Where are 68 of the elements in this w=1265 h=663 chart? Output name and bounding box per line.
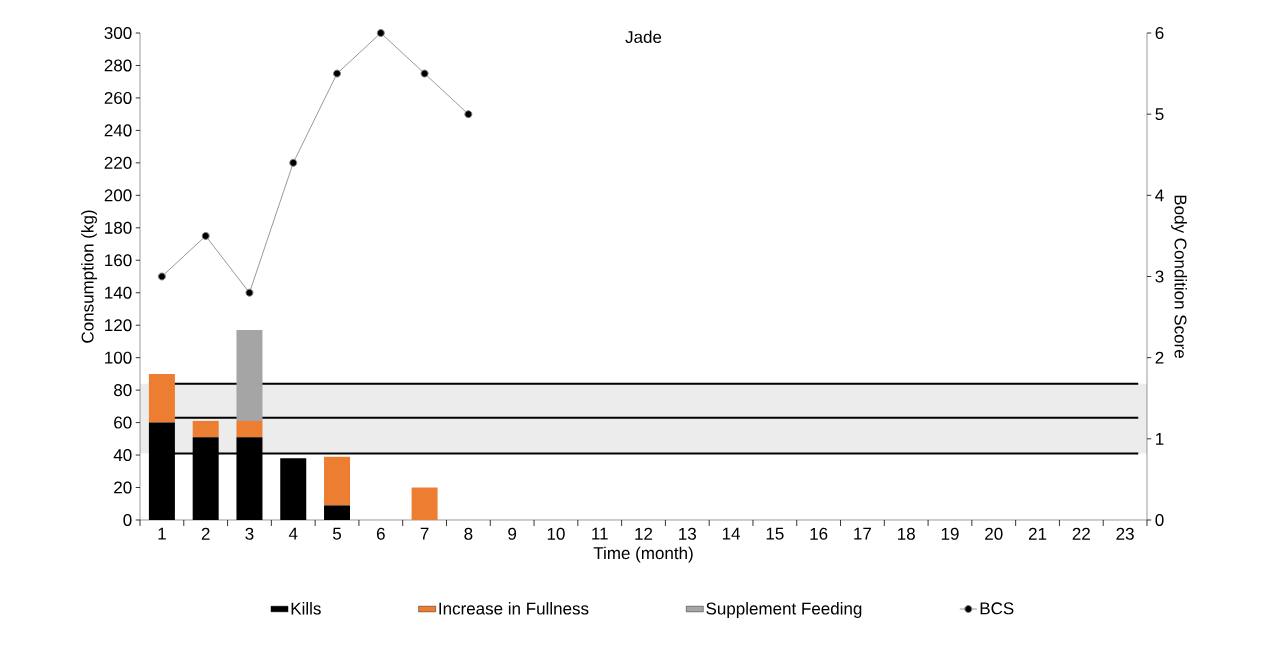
x-tick-label: 1 [158, 527, 166, 540]
y-tick-label: 20 [114, 481, 132, 494]
x-tick-label: 16 [810, 527, 828, 540]
x-tick-label: 18 [898, 527, 915, 540]
x-tick-label: 20 [985, 527, 1003, 540]
y-tick-label: 200 [104, 189, 132, 202]
point [376, 28, 385, 37]
y-tick-label: 60 [114, 416, 132, 429]
bar [192, 420, 219, 438]
y-tick-label: 40 [113, 449, 132, 462]
x-tick-label: 8 [464, 527, 473, 540]
legend-label: Increase in Fullness [439, 602, 589, 615]
x-tick-label: 5 [332, 527, 342, 540]
point [420, 69, 429, 78]
y-tick-label: 120 [105, 319, 132, 332]
point [157, 272, 166, 281]
y2-tick-label: 6 [1155, 26, 1164, 40]
legend-label: BCS [980, 602, 1014, 615]
x-tick-label: 2 [201, 527, 210, 540]
y2-axis-title: Body Condition Score [1171, 195, 1187, 358]
y-axis-title: Consumption (kg) [81, 210, 97, 343]
y-tick-label: 100 [105, 351, 132, 364]
legend-label: Supplement Feeding [706, 602, 862, 618]
y2-tick-label: 0 [1155, 513, 1164, 527]
point [333, 69, 342, 78]
y2-tick-label: 1 [1156, 432, 1164, 445]
x-tick-label: 4 [288, 527, 298, 540]
y-tick-label: 0 [123, 513, 132, 527]
x-tick-label: 17 [854, 527, 871, 540]
point [289, 158, 298, 167]
y-tick-label: 140 [105, 286, 132, 299]
x-tick-label: 19 [941, 527, 959, 540]
bar [148, 373, 175, 423]
legend-label: Kills [291, 602, 321, 615]
bar [236, 420, 263, 438]
point [464, 110, 473, 119]
x-tick-label: 9 [508, 527, 517, 540]
x-tick-label: 21 [1028, 527, 1047, 540]
y-tick-label: 180 [105, 221, 132, 234]
y2-tick-label: 4 [1155, 189, 1164, 202]
y2-tick-label: 5 [1155, 108, 1164, 121]
x-tick-label: 3 [245, 527, 254, 540]
y-tick-label: 80 [114, 384, 132, 397]
x-tick-label: 13 [679, 527, 696, 540]
y-tick-label: 260 [104, 91, 132, 104]
y-tick-label: 300 [104, 26, 132, 40]
y-tick-label: 220 [104, 156, 132, 169]
bar [236, 330, 263, 421]
y-tick-label: 280 [104, 59, 132, 72]
y-tick-label: 160 [105, 254, 132, 267]
x-tick-label: 14 [722, 527, 741, 540]
point [245, 288, 254, 297]
bar [324, 456, 351, 506]
x-tick-label: 12 [635, 527, 653, 540]
x-tick-label: 23 [1116, 527, 1134, 540]
chart-title: Jade [625, 30, 662, 44]
x-tick-label: 15 [766, 527, 784, 540]
x-tick-label: 22 [1072, 527, 1090, 540]
x-tick-label: 6 [376, 527, 385, 540]
point [201, 231, 210, 240]
bar [411, 487, 438, 520]
y2-tick-label: 2 [1155, 351, 1164, 364]
x-axis-title: Time (month) [593, 546, 693, 563]
x-tick-label: 7 [420, 527, 429, 540]
x-tick-label: 11 [592, 527, 608, 540]
y-tick-label: 240 [104, 124, 132, 137]
y2-tick-label: 3 [1155, 270, 1164, 283]
x-tick-label: 10 [547, 527, 565, 540]
